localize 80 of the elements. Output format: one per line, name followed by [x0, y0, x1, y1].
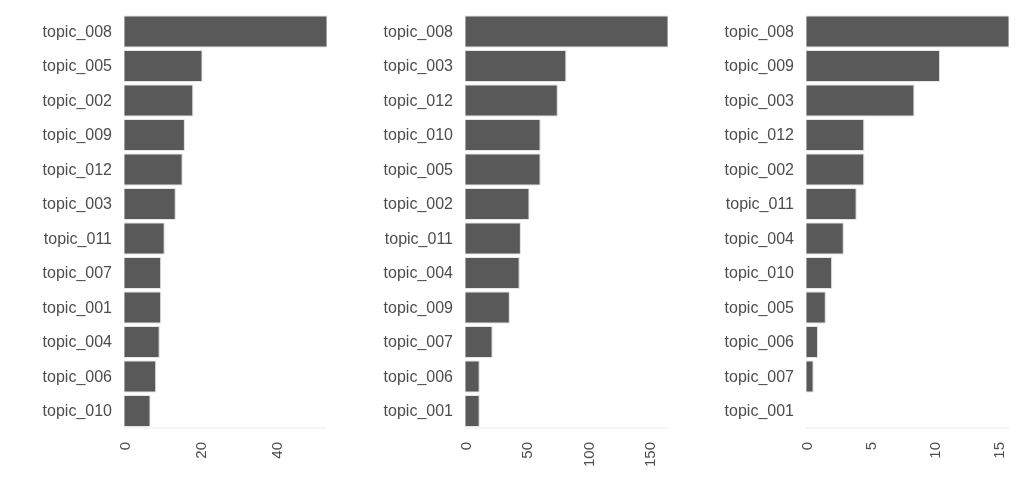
y-tick-label: topic_009 [383, 298, 454, 317]
bar [806, 153, 865, 186]
y-tick-label: topic_004 [383, 264, 454, 283]
y-tick-label: topic_001 [724, 402, 795, 421]
bar [806, 257, 833, 289]
x-tick-label: 0 [115, 442, 133, 451]
y-tick-label: topic_007 [383, 333, 454, 352]
y-tick-label: topic_005 [42, 57, 113, 76]
y-tick-label: topic_001 [383, 402, 454, 421]
bar [124, 119, 185, 151]
bar [465, 222, 521, 255]
y-tick-label: topic_010 [42, 402, 113, 421]
bar [465, 360, 480, 393]
y-tick-label: topic_006 [724, 333, 795, 352]
bar [465, 153, 541, 186]
y-tick-label: topic_012 [42, 160, 113, 179]
y-tick-label: topic_004 [724, 229, 795, 248]
y-tick-label: topic_007 [724, 367, 795, 386]
x-tick-label: 0 [456, 442, 474, 451]
bar [806, 84, 915, 117]
bar [465, 188, 530, 220]
bar [124, 188, 176, 220]
bar [124, 15, 327, 48]
x-tick-label: 40 [268, 442, 286, 459]
y-tick-label: topic_002 [383, 195, 454, 214]
x-tick-label: 150 [641, 442, 659, 468]
y-tick-label: topic_009 [724, 57, 795, 76]
y-tick-label: topic_003 [42, 195, 113, 214]
y-tick-label: topic_012 [383, 91, 454, 110]
x-tick-label: 20 [191, 442, 209, 459]
bar [124, 291, 162, 324]
y-tick-label: topic_010 [383, 126, 454, 145]
y-tick-label: topic_012 [724, 126, 795, 145]
bar [124, 326, 160, 358]
x-tick-label: 0 [797, 442, 815, 451]
bar [806, 291, 826, 324]
y-tick-label: topic_011 [725, 195, 795, 214]
bar [124, 50, 203, 82]
bar [124, 360, 157, 393]
y-tick-label: topic_005 [724, 298, 795, 317]
y-tick-label: topic_002 [724, 160, 795, 179]
bar [806, 222, 844, 255]
y-tick-label: topic_008 [383, 22, 454, 41]
y-tick-label: topic_010 [724, 264, 795, 283]
bar [465, 291, 510, 324]
y-tick-label: topic_007 [42, 264, 113, 283]
bar [124, 84, 194, 117]
y-tick-label: topic_003 [724, 91, 795, 110]
bar [806, 15, 1009, 48]
x-tick-label: 100 [579, 442, 597, 468]
bar [806, 119, 865, 151]
y-tick-label: topic_003 [383, 57, 454, 76]
bar [124, 153, 183, 186]
y-tick-label: topic_009 [42, 126, 113, 145]
y-tick-label: topic_008 [42, 22, 113, 41]
bar [124, 222, 165, 255]
bar [806, 360, 814, 393]
bar [124, 257, 162, 289]
y-tick-label: topic_005 [383, 160, 454, 179]
y-tick-label: topic_002 [42, 91, 113, 110]
y-tick-label: topic_006 [42, 367, 113, 386]
y-tick-label: topic_001 [42, 298, 113, 317]
x-tick-label: 5 [861, 442, 879, 451]
bar [465, 119, 541, 151]
bar [806, 326, 819, 358]
bar [465, 84, 558, 117]
x-tick-label: 10 [925, 442, 943, 459]
y-tick-label: topic_006 [383, 367, 454, 386]
bar [465, 257, 520, 289]
x-tick-label: 50 [518, 442, 536, 459]
bar [465, 50, 567, 82]
bar [465, 15, 668, 48]
bar [806, 188, 857, 220]
x-tick-label: 15 [990, 442, 1008, 459]
y-tick-label: topic_011 [43, 229, 113, 248]
bar [465, 326, 493, 358]
y-tick-label: topic_011 [384, 229, 454, 248]
y-tick-label: topic_008 [724, 22, 795, 41]
bar [806, 50, 941, 82]
y-tick-label: topic_004 [42, 333, 113, 352]
